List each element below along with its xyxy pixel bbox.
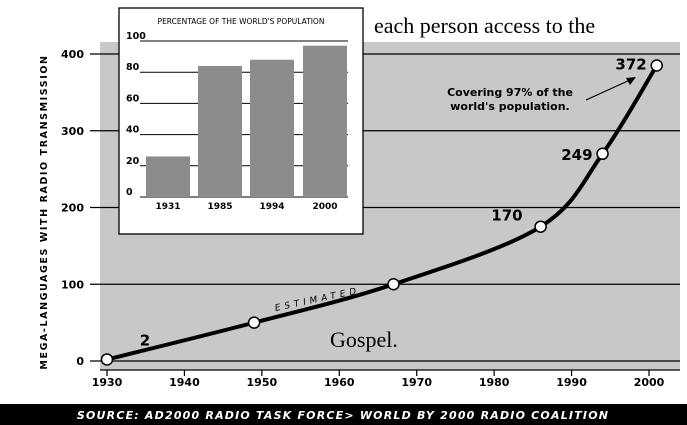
inset-bar [198, 65, 242, 198]
x-tick-label: 1980 [479, 376, 510, 389]
data-point [100, 353, 114, 366]
y-tick-label: 200 [61, 202, 84, 215]
point-value-label: 170 [491, 207, 522, 225]
y-tick-label: 0 [76, 355, 84, 368]
x-tick-label: 1990 [556, 376, 587, 389]
x-tick-label: 1960 [324, 376, 355, 389]
annotation-arrow-line [585, 79, 631, 101]
point-value-label: 249 [561, 146, 592, 164]
annotation-arrow-head [626, 77, 636, 85]
inset-y-tick-label: 20 [126, 156, 140, 167]
y-tick-label: 300 [61, 125, 84, 138]
x-tick-label: 2000 [634, 376, 665, 389]
point-value-label: 372 [615, 56, 646, 74]
data-point [387, 278, 400, 291]
source-text: SOURCE: AD2000 RADIO TASK FORCE> WORLD B… [77, 409, 609, 422]
data-point [247, 316, 261, 329]
point-value-label: 2 [140, 331, 150, 349]
inset-bar [250, 59, 294, 197]
source-bar [0, 404, 687, 425]
annotation-coverage: Covering 97% of the world's population. [447, 86, 573, 113]
inset-chart-title: PERCENTAGE OF THE WORLD'S POPULATION [158, 17, 325, 26]
inset-bar [303, 45, 347, 198]
data-point [650, 59, 663, 72]
y-axis-label: MEGA-LANGUAGES WITH RADIO TRANSMISSION [39, 54, 50, 369]
inset-x-tick-label: 1994 [259, 202, 284, 212]
overlay-text-box [364, 10, 664, 42]
x-tick-label: 1970 [401, 376, 432, 389]
data-point [534, 220, 547, 233]
y-tick-label: 400 [61, 48, 84, 61]
inset-x-tick-label: 1931 [155, 202, 180, 212]
inset-x-tick-label: 1985 [207, 202, 232, 212]
inset-y-tick-label: 100 [126, 31, 146, 42]
x-tick-label: 1950 [247, 376, 278, 389]
overlay-text-top: each person access to the [374, 13, 595, 38]
y-tick-label: 100 [61, 278, 84, 291]
x-tick-label: 1930 [92, 376, 123, 389]
x-tick-label: 1940 [169, 376, 200, 389]
inset-y-tick-label: 0 [126, 187, 133, 198]
inset-y-tick-label: 80 [126, 62, 140, 73]
inset-bar [146, 156, 190, 197]
inset-y-tick-label: 40 [126, 125, 140, 136]
overlay-text-middle: Gospel. [330, 327, 398, 352]
data-point [596, 147, 609, 161]
inset-x-tick-label: 2000 [312, 202, 337, 212]
inset-y-tick-label: 60 [126, 93, 140, 104]
